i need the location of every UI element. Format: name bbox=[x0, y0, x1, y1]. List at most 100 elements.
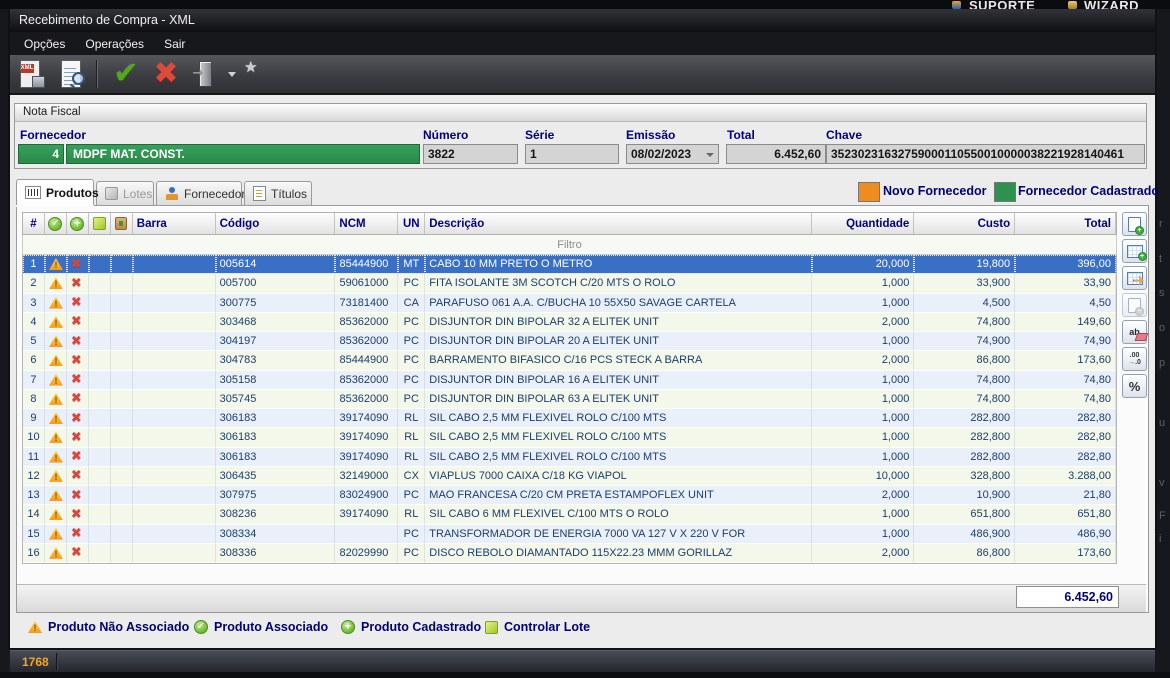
total-label: Total bbox=[727, 128, 755, 142]
filter-label: Filtro bbox=[557, 238, 582, 251]
tab-produtos[interactable]: Produtos bbox=[16, 179, 99, 205]
menu-item-opc-o-es[interactable]: Opções bbox=[24, 36, 66, 51]
total-field[interactable]: 6.452,60 bbox=[726, 144, 826, 164]
tab-fornecedor[interactable]: Fornecedor bbox=[156, 181, 245, 205]
column-header-lote[interactable] bbox=[89, 213, 111, 234]
add-grid-item-button[interactable]: + bbox=[1122, 239, 1147, 263]
chave-field[interactable]: 3523023163275900011055001000003822192814… bbox=[826, 144, 1145, 164]
check-icon: ✓ bbox=[194, 620, 208, 634]
cell-descricao: VIAPLUS 7000 CAIXA C/18 KG VIAPOL bbox=[425, 466, 812, 486]
suporte-button[interactable]: SUPORTE bbox=[952, 0, 1062, 9]
warning-icon bbox=[49, 451, 63, 464]
clear-text-button[interactable]: ab bbox=[1122, 320, 1149, 344]
cell-n: 10 bbox=[23, 428, 45, 448]
tab-lotes[interactable]: Lotes bbox=[96, 181, 154, 205]
cell-descricao: MAO FRANCESA C/20 CM PRETA ESTAMPOFLEX U… bbox=[425, 486, 812, 506]
column-header-descricao[interactable]: Descrição bbox=[425, 213, 812, 234]
column-header-custo[interactable]: Custo bbox=[914, 213, 1016, 234]
cell-assoc bbox=[44, 543, 67, 563]
background-text-fragment: t bbox=[1159, 253, 1163, 265]
cell-descricao: DISJUNTOR DIN BIPOLAR 32 A ELITEK UNIT bbox=[425, 312, 812, 332]
column-header-bag[interactable] bbox=[111, 213, 133, 234]
cell-un: PC bbox=[398, 274, 426, 294]
toolbar-separator bbox=[96, 60, 98, 88]
round-decimals-button[interactable]: .00 →.0 bbox=[1122, 347, 1147, 371]
column-header-cad[interactable]: + bbox=[67, 213, 89, 234]
percent-button[interactable]: % bbox=[1122, 374, 1147, 398]
column-header-barra[interactable]: Barra bbox=[133, 213, 216, 234]
tab-ti-tulos[interactable]: Títulos bbox=[244, 181, 312, 205]
xmark-icon: ✖ bbox=[70, 468, 82, 484]
person-icon bbox=[165, 187, 179, 200]
emissao-dropdown-icon[interactable] bbox=[706, 153, 714, 157]
pick-from-grid-button[interactable] bbox=[1122, 266, 1147, 290]
cell-descricao: SIL CABO 6 MM FLEXIVEL C/100 MTS O ROLO bbox=[425, 505, 812, 525]
confirm-button[interactable]: ✔ bbox=[108, 57, 144, 91]
cell-descricao: DISJUNTOR DIN BIPOLAR 20 A ELITEK UNIT bbox=[425, 332, 812, 352]
preview-document-button[interactable] bbox=[54, 57, 90, 91]
legend-text: Produto Cadastrado bbox=[361, 620, 482, 634]
cell-barra bbox=[132, 505, 216, 525]
menu-item-sair[interactable]: Sair bbox=[164, 36, 186, 51]
column-header-n[interactable]: # bbox=[23, 213, 45, 234]
cell-bag bbox=[110, 332, 133, 352]
column-header-quantidade[interactable]: Quantidade bbox=[812, 213, 915, 234]
cell-total: 282,80 bbox=[1015, 428, 1116, 448]
cancel-button[interactable]: ✖ bbox=[148, 57, 184, 91]
cell-custo: 4,500 bbox=[914, 293, 1016, 313]
chevron-down-icon[interactable] bbox=[228, 71, 236, 77]
serie-field[interactable]: 1 bbox=[525, 144, 619, 164]
column-header-total[interactable]: Total bbox=[1015, 213, 1116, 234]
cell-codigo: 308236 bbox=[215, 505, 336, 525]
cell-un: PC bbox=[398, 543, 426, 563]
import-xml-button[interactable]: XML bbox=[14, 57, 50, 91]
numero-field[interactable]: 3822 bbox=[423, 144, 518, 164]
cell-cad: ✖ bbox=[66, 466, 89, 486]
emissao-field[interactable]: 08/02/2023 bbox=[626, 144, 719, 164]
favorite-star-icon[interactable]: ★ bbox=[244, 59, 258, 76]
warning-icon bbox=[49, 393, 63, 406]
cube-gray-icon bbox=[105, 187, 118, 200]
cell-ncm: 85444900 bbox=[335, 255, 399, 275]
window-titlebar[interactable]: Recebimento de Compra - XML bbox=[10, 8, 1155, 32]
cell-lote bbox=[88, 466, 111, 486]
fornecedor-name-field[interactable]: MDPF MAT. CONST. bbox=[66, 144, 420, 164]
column-header-ncm[interactable]: NCM bbox=[335, 213, 399, 234]
xmark-icon: ✖ bbox=[70, 545, 82, 561]
cell-custo: 10,900 bbox=[914, 486, 1016, 506]
cell-bag bbox=[110, 447, 133, 467]
cell-codigo: 303468 bbox=[215, 312, 336, 332]
add-item-button[interactable]: + bbox=[1122, 212, 1147, 236]
cell-codigo: 306183 bbox=[215, 428, 336, 448]
menu-item-operac-o-es[interactable]: Operações bbox=[85, 36, 145, 51]
column-header-codigo[interactable]: Código bbox=[216, 213, 336, 234]
fornecedor-code-field[interactable]: 4 bbox=[18, 144, 64, 164]
tab-label: Produtos bbox=[46, 185, 99, 200]
cell-codigo: 305158 bbox=[215, 370, 336, 390]
xmark-icon: ✖ bbox=[70, 275, 82, 291]
column-header-un[interactable]: UN bbox=[398, 213, 426, 234]
wizard-button[interactable]: WIZARD bbox=[1068, 0, 1168, 9]
cell-ncm: 39174090 bbox=[335, 428, 399, 448]
hand-pointer-icon bbox=[1132, 275, 1144, 286]
cell-custo: 86,800 bbox=[914, 351, 1016, 371]
exit-button[interactable]: → bbox=[188, 57, 224, 91]
grid-filter-row[interactable]: Filtro bbox=[22, 235, 1117, 255]
column-header-assoc[interactable]: ✓ bbox=[45, 213, 67, 234]
